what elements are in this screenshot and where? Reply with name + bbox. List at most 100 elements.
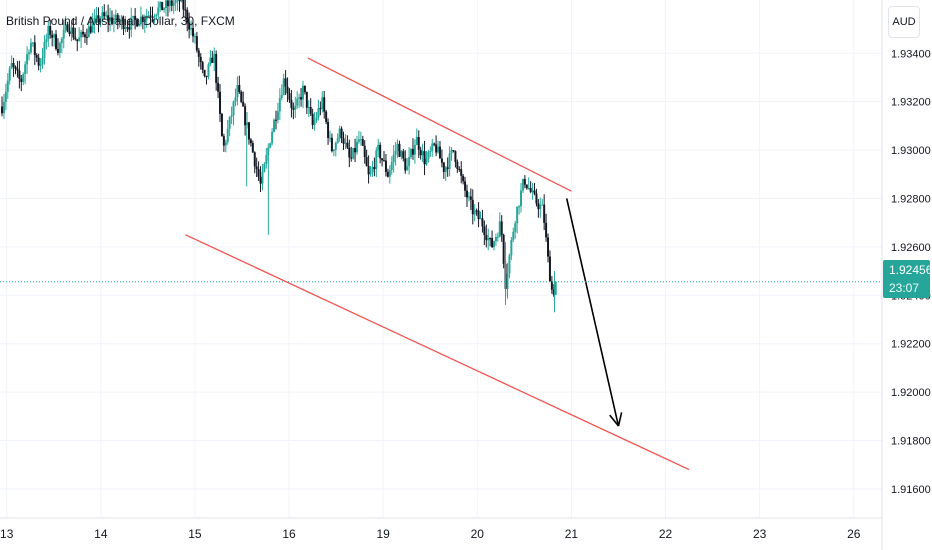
candle-body (298, 97, 301, 99)
candle-body (132, 15, 135, 18)
price-tick-label: 1.92200 (891, 339, 931, 351)
candle-body (444, 167, 447, 172)
candle-body (222, 136, 225, 146)
candle-body (520, 190, 523, 207)
candle-body (390, 162, 393, 171)
candle-body (346, 142, 349, 148)
candle-body (170, 0, 173, 6)
candle-body (122, 18, 125, 30)
time-tick-label: 26 (847, 527, 861, 541)
candle-body (201, 62, 204, 70)
candle-body (373, 166, 376, 170)
candle-body (379, 144, 382, 159)
candle-body (159, 1, 162, 8)
candle-body (91, 22, 94, 33)
candle-body (336, 138, 339, 143)
candle-body (226, 128, 229, 143)
candle-body (419, 149, 422, 156)
candle-body (494, 237, 497, 242)
candle-body (172, 2, 175, 6)
candle-body (481, 218, 484, 227)
candle-body (151, 16, 154, 18)
candle-body (31, 42, 34, 44)
candle-body (105, 15, 108, 17)
candle-body (219, 91, 222, 114)
candle-body (116, 14, 119, 23)
candle-body (465, 190, 468, 198)
candle-body (282, 78, 285, 96)
candle-body (332, 149, 335, 152)
projection-arrow-shaft (565, 198, 620, 427)
candle-body (531, 190, 534, 192)
candle-body (261, 171, 264, 184)
candle-body (547, 237, 550, 257)
candle-body (128, 27, 131, 30)
candle-body (450, 150, 453, 154)
candle-body (180, 0, 183, 2)
candle-body (12, 63, 15, 67)
candle-body (423, 151, 426, 165)
candle-body (255, 166, 258, 170)
candle-body (49, 26, 52, 35)
candle-body (41, 57, 44, 64)
candle-body (348, 147, 351, 158)
candle-body (278, 98, 281, 112)
candle-body (195, 36, 198, 51)
candle-body (20, 78, 23, 82)
candle-body (552, 289, 555, 295)
candle-body (259, 176, 262, 184)
candle-body (251, 143, 254, 153)
price-axis: 1.916001.918001.920001.922001.924001.926… (881, 0, 931, 550)
time-tick-label: 23 (753, 527, 767, 541)
candle-body (502, 234, 505, 264)
candle-body (207, 64, 210, 77)
candle-body (203, 69, 206, 76)
candle-body (433, 143, 436, 145)
candle-body (47, 26, 50, 40)
candle-body (294, 105, 297, 110)
chart-title: British Pound / Australian Dollar, 30, F… (6, 14, 235, 28)
candle-body (485, 234, 488, 241)
candle-body (68, 31, 71, 34)
candle-body (273, 119, 276, 132)
time-tick-label: 22 (659, 527, 673, 541)
candle-body (186, 9, 189, 23)
candle-body (224, 142, 227, 146)
candle-body (305, 91, 308, 108)
candle-body (213, 53, 216, 63)
candle-body (381, 158, 384, 161)
candle-body (452, 150, 455, 152)
candle-body (303, 85, 306, 92)
candle-body (288, 93, 291, 100)
candle-body (99, 18, 102, 23)
candle-body (402, 151, 405, 159)
candle-body (22, 74, 25, 82)
candle-body (257, 169, 260, 177)
time-tick-label: 19 (376, 527, 390, 541)
candle-body (26, 54, 29, 65)
candle-body (462, 175, 465, 182)
candle-body (290, 99, 293, 108)
candle-body (394, 150, 397, 155)
candle-body (535, 193, 538, 204)
candle-body (2, 101, 5, 114)
candle-body (16, 68, 19, 71)
candle-body (464, 181, 467, 191)
candle-body (51, 34, 54, 38)
candle-body (392, 154, 395, 163)
time-tick-label: 16 (282, 527, 296, 541)
candle-body (493, 241, 495, 248)
time-tick-label: 20 (471, 527, 485, 541)
candle-body (431, 143, 434, 151)
candle-body (427, 151, 430, 159)
candle-body (417, 137, 420, 150)
candle-body (350, 157, 353, 159)
candle-body (352, 148, 355, 159)
candle-body (24, 64, 27, 75)
candle-body (479, 218, 482, 220)
candle-body (296, 98, 299, 106)
currency-button[interactable]: AUD (888, 6, 920, 38)
price-tick-label: 1.91800 (891, 436, 931, 448)
